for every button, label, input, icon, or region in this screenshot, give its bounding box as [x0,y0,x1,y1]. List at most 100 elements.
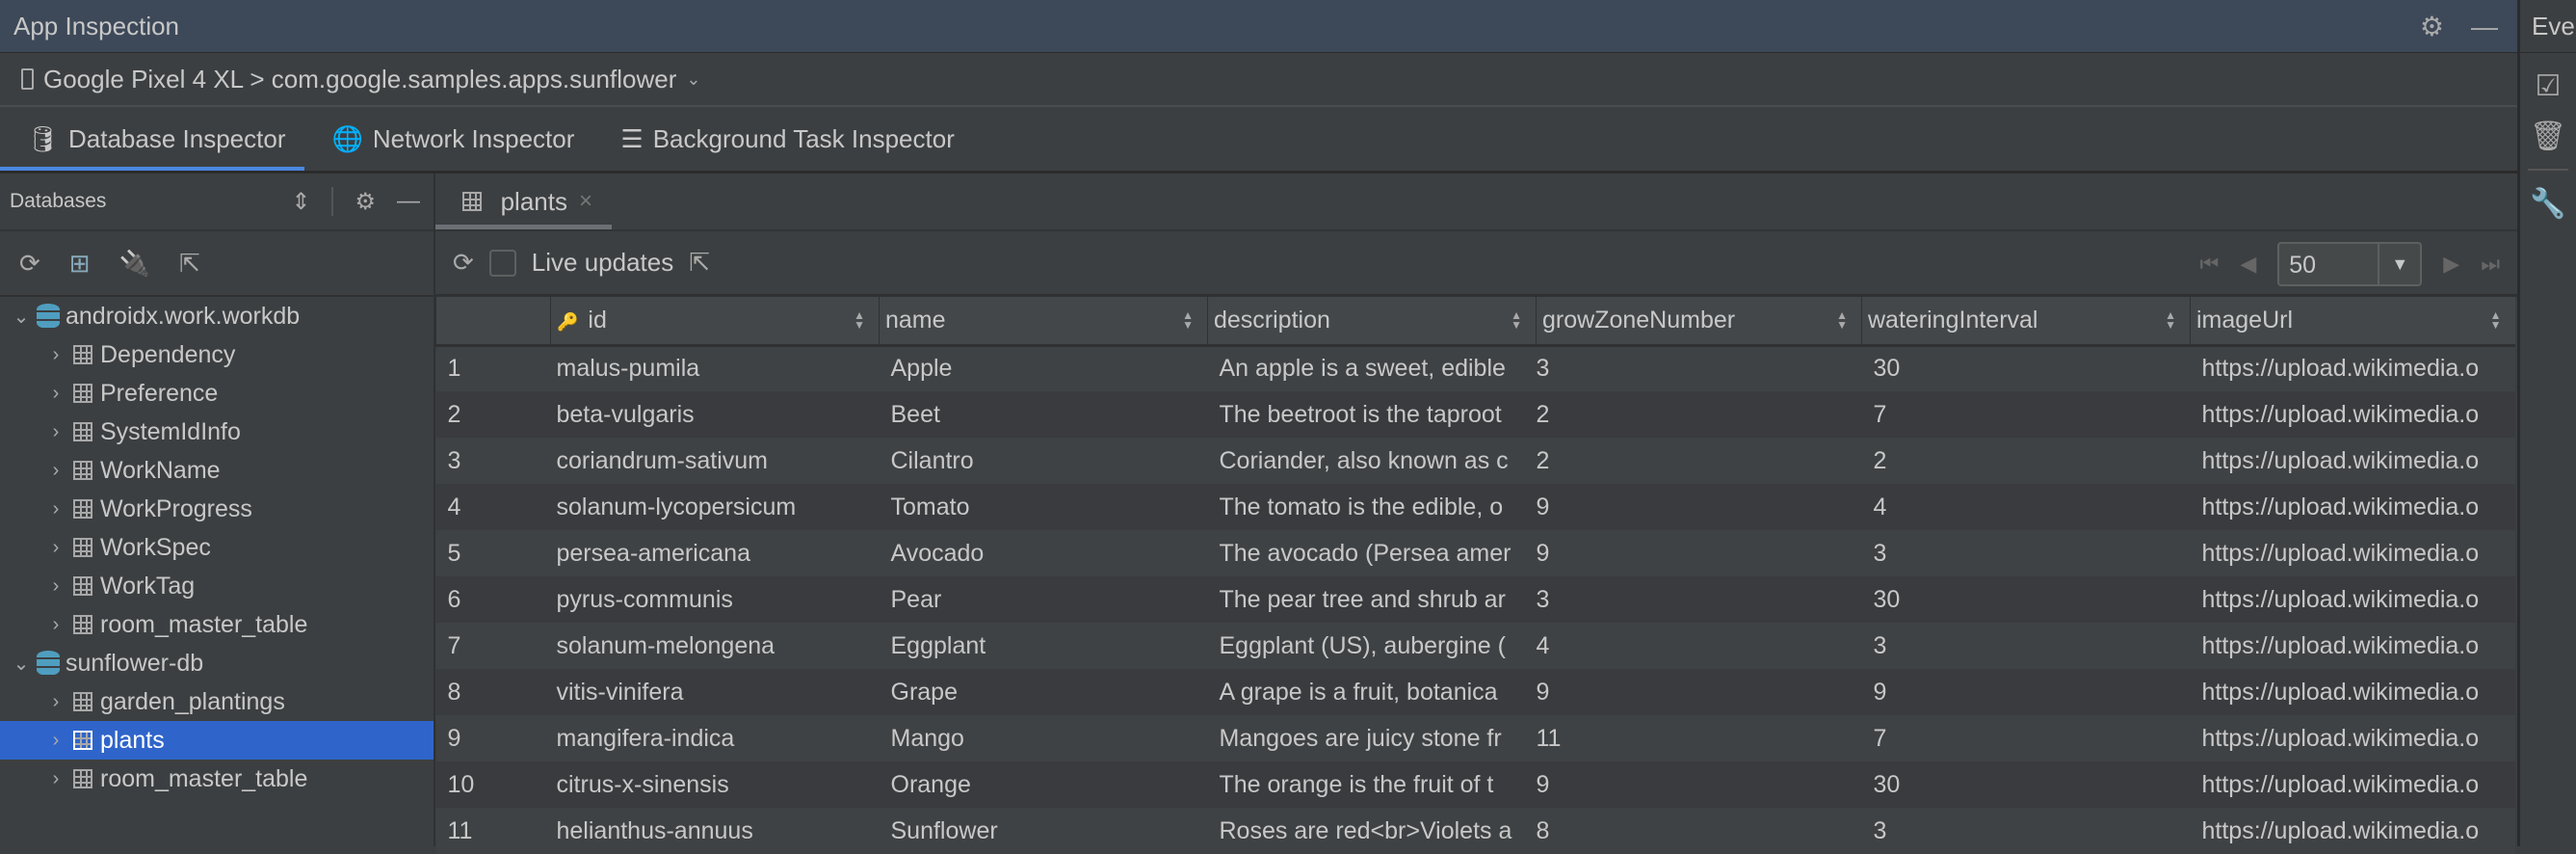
cell-imageUrl[interactable]: https://upload.wikimedia.o [2190,530,2515,576]
table-row[interactable]: 6 pyrus-communis Pear The pear tree and shr… [435,576,2515,623]
cell-name[interactable]: Tomato [879,484,1208,530]
column-header-name[interactable]: name ▲ ▼ [879,297,1208,347]
close-icon[interactable]: × [578,188,592,214]
export-icon[interactable]: ⇱ [689,248,711,277]
chevron-right-icon[interactable]: › [52,729,60,751]
tree-table[interactable]: › room_master_table [0,605,434,644]
cell-growZoneNumber[interactable]: 9 [1536,484,1862,530]
cell-id[interactable]: beta-vulgaris [550,391,880,438]
cell-imageUrl[interactable]: https://upload.wikimedia.o [2190,391,2515,438]
table-row[interactable]: 5 persea-americana Avocado The avocado (Per… [435,530,2515,576]
cell-id[interactable]: coriandrum-sativum [550,438,880,484]
live-updates-checkbox[interactable] [488,249,516,277]
tree-table[interactable]: › WorkProgress [0,490,434,528]
sort-icon[interactable]: ▲ ▼ [2165,308,2176,332]
column-header-wateringInterval[interactable]: wateringInterval ▲ ▼ [1861,297,2191,347]
cell-name[interactable]: Pear [879,576,1208,623]
sort-icon[interactable]: ▲ ▼ [854,308,865,332]
cell-growZoneNumber[interactable]: 9 [1536,761,1862,808]
trash-icon[interactable]: 🗑 [2529,120,2567,152]
cell-imageUrl[interactable]: https://upload.wikimedia.o [2190,345,2515,391]
cell-growZoneNumber[interactable]: 3 [1536,345,1862,391]
cell-id[interactable]: mangifera-indica [550,715,880,761]
tree-table[interactable]: › Dependency [0,335,434,374]
sort-icon[interactable]: ▲ ▼ [1836,308,1848,332]
cell-name[interactable]: Eggplant [879,623,1208,669]
tree-table[interactable]: › SystemIdInfo [0,413,434,451]
chevron-right-icon[interactable]: › [52,613,60,635]
column-header-growZoneNumber[interactable]: growZoneNumber ▲ ▼ [1536,297,1862,347]
chevron-right-icon[interactable]: › [52,536,60,558]
tree-table[interactable]: › room_master_table [0,760,434,798]
cell-name[interactable]: Avocado [879,530,1208,576]
tab-database-inspector[interactable]: 🛢 Database Inspector [0,107,305,171]
checkbox-checked-icon[interactable]: ☑ [2535,69,2562,102]
table-row[interactable]: 9 mangifera-indica Mango Mangoes are juicy … [435,715,2515,761]
cell-growZoneNumber[interactable]: 2 [1536,391,1862,438]
cell-description[interactable]: Coriander, also known as c [1207,438,1537,484]
cell-name[interactable]: Apple [879,345,1208,391]
column-header-imageUrl[interactable]: imageUrl ▲ ▼ [2190,297,2515,347]
gear-icon[interactable]: ⚙ [2419,12,2444,41]
cell-growZoneNumber[interactable]: 4 [1536,623,1862,669]
table-row[interactable]: 11 helianthus-annuus Sunflower Roses are re… [435,808,2515,854]
table-row[interactable]: 8 vitis-vinifera Grape A grape is a fruit, … [435,669,2515,715]
chevron-right-icon[interactable]: › [52,382,60,404]
table-row[interactable]: 7 solanum-melongena Eggplant Eggplant (US),… [435,623,2515,669]
cell-id[interactable]: pyrus-communis [550,576,880,623]
strip-label[interactable]: Eve [2520,0,2576,53]
cell-wateringInterval[interactable]: 3 [1861,623,2191,669]
chevron-right-icon[interactable]: › [52,420,60,442]
cell-wateringInterval[interactable]: 30 [1861,345,2191,391]
sort-icon[interactable]: ▲ ▼ [2489,308,2502,332]
cell-description[interactable]: The tomato is the edible, o [1207,484,1537,530]
minimize-icon[interactable]: — [2471,11,2498,41]
cell-description[interactable]: A grape is a fruit, botanica [1207,669,1537,715]
cell-wateringInterval[interactable]: 7 [1861,715,2191,761]
cell-id[interactable]: solanum-melongena [550,623,880,669]
cell-id[interactable]: persea-americana [550,530,880,576]
table-row[interactable]: 1 malus-pumila Apple An apple is a sweet, e… [435,345,2515,391]
tree-table[interactable]: › plants [0,721,434,760]
table-row[interactable]: 3 coriandrum-sativum Cilantro Coriander, al… [435,438,2515,484]
cell-name[interactable]: Beet [879,391,1208,438]
cell-id[interactable]: malus-pumila [550,345,880,391]
device-selector[interactable]: Google Pixel 4 XL > com.google.samples.a… [0,53,2517,107]
chevron-right-icon[interactable]: › [52,690,60,712]
cell-description[interactable]: An apple is a sweet, edible [1207,345,1537,391]
chevron-down-icon[interactable]: ⌄ [13,653,30,675]
offline-mode-icon[interactable]: 🔌 [118,248,150,278]
cell-imageUrl[interactable]: https://upload.wikimedia.o [2190,438,2515,484]
cell-wateringInterval[interactable]: 3 [1861,808,2191,854]
cell-growZoneNumber[interactable]: 9 [1536,669,1862,715]
cell-id[interactable]: citrus-x-sinensis [550,761,880,808]
tree-database[interactable]: ⌄ sunflower-db [0,644,434,682]
cell-id[interactable]: vitis-vinifera [550,669,880,715]
refresh-icon[interactable]: ⟳ [453,248,474,277]
cell-name[interactable]: Grape [879,669,1208,715]
cell-wateringInterval[interactable]: 7 [1861,391,2191,438]
cell-name[interactable]: Orange [879,761,1208,808]
chevron-right-icon[interactable]: › [52,497,60,520]
column-header-description[interactable]: description ▲ ▼ [1207,297,1537,347]
cell-name[interactable]: Mango [879,715,1208,761]
chevron-right-icon[interactable]: › [52,343,60,365]
cell-imageUrl[interactable]: https://upload.wikimedia.o [2190,808,2515,854]
sort-icon[interactable]: ▲ ▼ [1511,308,1522,332]
cell-imageUrl[interactable]: https://upload.wikimedia.o [2190,669,2515,715]
next-page-icon[interactable]: ▶ [2443,252,2460,276]
tree-table[interactable]: › garden_plantings [0,682,434,721]
last-page-icon[interactable]: ⏭ [2481,252,2500,276]
cell-name[interactable]: Cilantro [879,438,1208,484]
table-row[interactable]: 2 beta-vulgaris Beet The beetroot is the ta… [435,391,2515,438]
cell-imageUrl[interactable]: https://upload.wikimedia.o [2190,576,2515,623]
cell-wateringInterval[interactable]: 3 [1861,530,2191,576]
cell-wateringInterval[interactable]: 2 [1861,438,2191,484]
chevron-down-icon[interactable]: ⌄ [13,306,30,328]
cell-description[interactable]: Eggplant (US), aubergine ( [1207,623,1537,669]
chevron-right-icon[interactable]: › [52,767,60,789]
minimize-icon[interactable]: — [397,188,420,214]
cell-description[interactable]: Roses are red<br>Violets a [1207,808,1537,854]
export-icon[interactable]: ⇱ [178,248,200,278]
chevron-right-icon[interactable]: › [52,574,60,597]
